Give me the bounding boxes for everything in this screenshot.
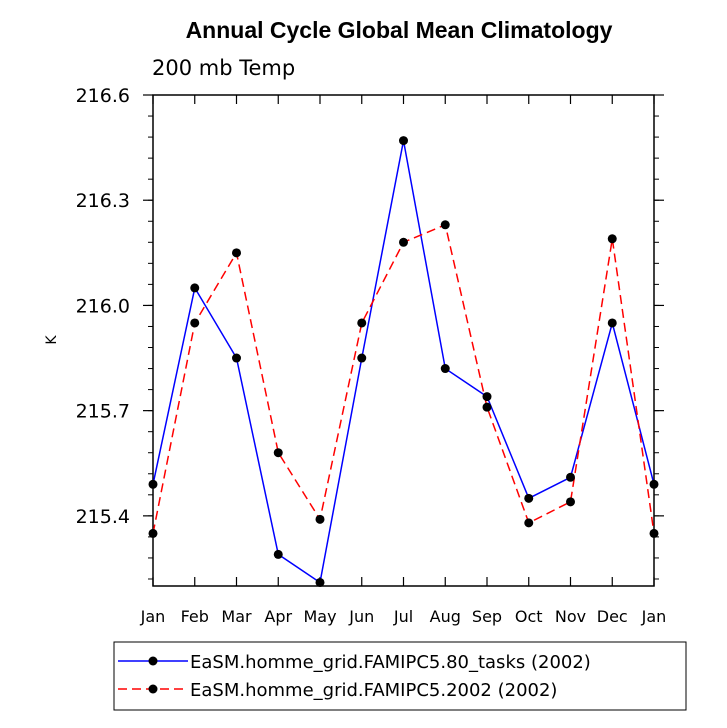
data-point: [566, 472, 575, 482]
x-tick-label: Dec: [597, 607, 628, 626]
x-tick-label: May: [303, 607, 336, 626]
data-point: [315, 577, 325, 587]
y-tick-label: 215.7: [76, 401, 130, 423]
x-tick-label: Jan: [641, 607, 667, 626]
x-tick-label: Mar: [221, 607, 252, 626]
legend: EaSM.homme_grid.FAMIPC5.80_tasks (2002) E…: [113, 641, 687, 711]
legend-label-2: EaSM.homme_grid.FAMIPC5.2002 (2002): [190, 680, 557, 701]
series-line-2: [152, 223, 655, 534]
data-point: [566, 497, 575, 507]
data-point: [607, 234, 617, 244]
series-line-1: [152, 140, 655, 584]
plot-frame: [152, 94, 655, 587]
y-tick-label: 216.0: [76, 295, 130, 317]
x-tick-label: Oct: [515, 607, 543, 626]
x-tick-label: Jun: [348, 607, 374, 626]
x-tick-labels: Jan Feb Mar Apr May Jun Jul Aug Sep Oct Nov Dec Jan: [140, 607, 667, 626]
axis-ticks: [143, 94, 664, 586]
x-tick-label: Feb: [181, 607, 209, 626]
data-point: [315, 514, 325, 524]
data-point: [524, 493, 534, 503]
legend-marker: [148, 684, 158, 694]
data-point: [524, 518, 534, 528]
chart-subtitle: 200 mb Temp: [152, 56, 295, 80]
x-tick-label: Sep: [472, 607, 502, 626]
data-point: [357, 318, 367, 328]
data-point: [148, 528, 158, 538]
y-tick-labels: 216.6 216.3 216.0 215.7 215.4: [76, 85, 130, 528]
data-point: [357, 353, 367, 363]
data-point: [440, 364, 450, 374]
data-point: [607, 318, 617, 328]
x-tick-label: Aug: [430, 607, 461, 626]
y-tick-label: 216.3: [76, 190, 130, 212]
data-point: [232, 353, 241, 363]
data-point: [273, 448, 283, 458]
series-lines: [152, 140, 655, 584]
legend-box: [113, 641, 687, 711]
data-point: [649, 528, 659, 538]
x-tick-label: Jan: [140, 607, 166, 626]
data-point: [482, 402, 492, 412]
data-point: [399, 237, 408, 247]
legend-marker: [148, 656, 158, 666]
data-point: [649, 479, 659, 489]
x-tick-label: Jul: [393, 607, 413, 626]
y-tick-label: 216.6: [76, 85, 130, 107]
data-point: [190, 283, 200, 293]
x-tick-label: Apr: [264, 607, 292, 626]
data-point: [190, 318, 200, 328]
y-axis-label: K: [44, 335, 60, 345]
data-point: [399, 136, 408, 146]
y-tick-label: 215.4: [76, 506, 130, 528]
data-point: [273, 549, 283, 559]
series-points: [148, 136, 659, 587]
data-point: [440, 220, 450, 230]
chart-title: Annual Cycle Global Mean Climatology: [186, 17, 613, 43]
legend-label-1: EaSM.homme_grid.FAMIPC5.80_tasks (2002): [190, 652, 591, 673]
data-point: [482, 392, 492, 402]
data-point: [148, 479, 158, 489]
data-point: [232, 248, 241, 258]
x-tick-label: Nov: [555, 607, 586, 626]
